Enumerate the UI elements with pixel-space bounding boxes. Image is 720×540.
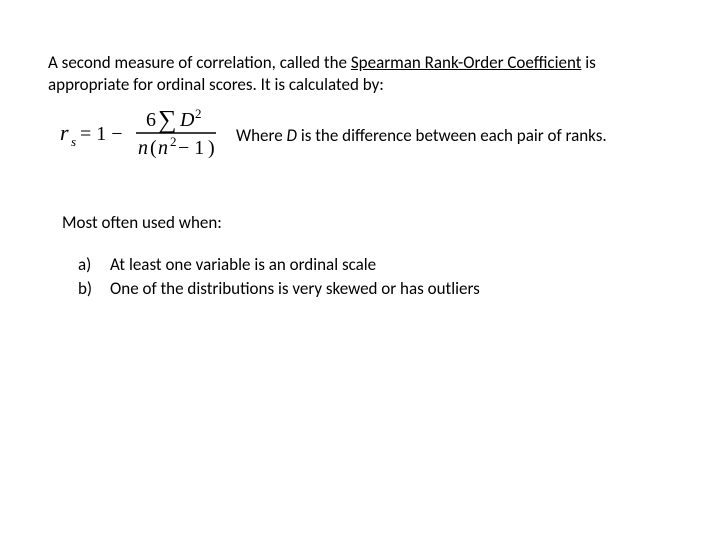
- denom-exp: 2: [170, 134, 177, 149]
- denom-n-inner: n: [158, 137, 168, 159]
- desc-suffix: is the difference between each pair of r…: [297, 125, 607, 146]
- denom-n-outer: n: [138, 137, 148, 159]
- list-item: b) One of the distributions is very skew…: [78, 278, 672, 300]
- denom-paren-close: ): [208, 137, 215, 159]
- numerator-D: D: [179, 109, 195, 131]
- desc-prefix: Where: [236, 125, 287, 146]
- intro-paragraph: A second measure of correlation, called …: [48, 52, 672, 96]
- intro-prefix: A second measure of correlation, called …: [48, 52, 351, 73]
- list-text: One of the distributions is very skewed …: [110, 278, 480, 300]
- list-item: a) At least one variable is an ordinal s…: [78, 254, 672, 276]
- desc-var: D: [287, 125, 297, 146]
- denom-paren-open: (: [150, 137, 157, 159]
- usage-list: a) At least one variable is an ordinal s…: [78, 254, 672, 300]
- list-marker: b): [78, 278, 96, 300]
- formula-description: Where D is the difference between each p…: [236, 125, 607, 147]
- numerator-6: 6: [146, 109, 156, 131]
- list-marker: a): [78, 254, 96, 276]
- formula-equals: = 1 −: [80, 123, 123, 145]
- list-text: At least one variable is an ordinal scal…: [110, 254, 376, 276]
- sigma-icon: ∑: [158, 105, 177, 134]
- denom-minus1: − 1: [178, 137, 204, 159]
- intro-term: Spearman Rank-Order Coefficient: [351, 52, 582, 73]
- numerator-exp: 2: [195, 106, 202, 121]
- formula-lhs: r: [60, 120, 69, 145]
- formula-lhs-sub: s: [71, 134, 76, 149]
- formula-box: r s = 1 − 6 ∑ D 2 n ( n 2 − 1 ): [48, 102, 218, 170]
- spearman-formula: r s = 1 − 6 ∑ D 2 n ( n 2 − 1 ): [58, 102, 218, 164]
- formula-row: r s = 1 − 6 ∑ D 2 n ( n 2 − 1 ) Where D …: [48, 102, 672, 170]
- usage-heading: Most often used when:: [62, 212, 672, 234]
